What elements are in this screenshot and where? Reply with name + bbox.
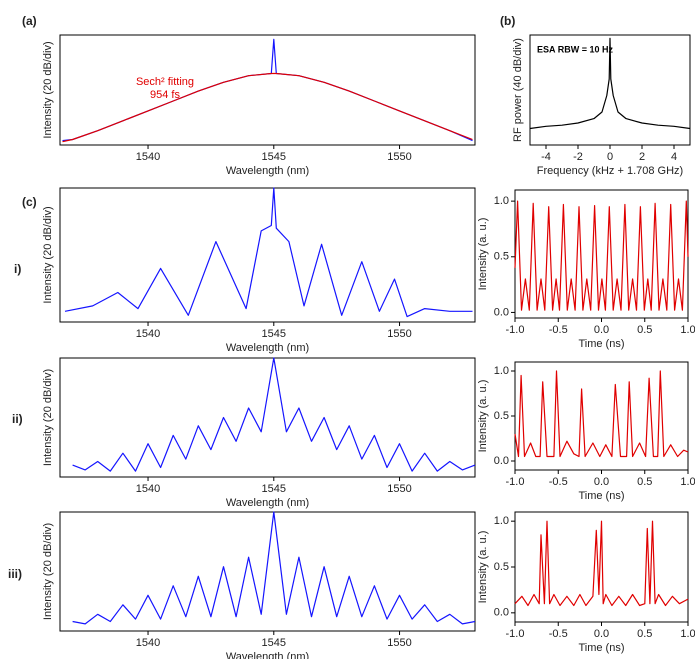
plot-frame [59,357,476,478]
x-tick-label: 1540 [136,637,160,649]
x-tick-label: -1.0 [506,628,525,640]
x-axis-label: Frequency (kHz + 1.708 GHz) [537,165,683,177]
x-tick-label: 1540 [136,483,160,495]
series-line [62,38,473,142]
x-tick-label: 1545 [262,637,286,649]
series-line [514,520,689,607]
series-line [64,187,473,318]
y-tick-label: 0.5 [494,561,509,573]
y-tick-label: 0.0 [494,455,509,467]
y-axis-label: Intensity (20 dB/div) [42,369,54,466]
x-tick-label: -0.5 [549,476,568,488]
x-axis-label: Wavelength (nm) [226,342,309,354]
x-tick-label: 1.0 [680,628,695,640]
x-tick-label: 1540 [136,328,160,340]
x-tick-label: 1545 [262,483,286,495]
x-tick-label: -0.5 [549,324,568,336]
x-tick-label: 1.0 [680,324,695,336]
x-axis-label: Time (ns) [578,490,624,502]
x-tick-label: 0.5 [637,628,652,640]
x-tick-label: 2 [639,151,645,163]
x-tick-label: 1.0 [680,476,695,488]
x-tick-label: 0.0 [594,628,609,640]
y-tick-label: 1.0 [494,365,509,377]
x-tick-label: 4 [671,151,677,163]
y-axis-label: Intensity (20 dB/div) [42,523,54,620]
x-tick-label: 0.5 [637,324,652,336]
y-axis-label: Intensity (20 dB/div) [42,41,54,138]
x-axis-label: Time (ns) [578,338,624,350]
x-tick-label: -0.5 [549,628,568,640]
x-tick-label: 1545 [262,328,286,340]
panel-label: (c) [22,195,37,209]
x-axis-label: Wavelength (nm) [226,497,309,509]
x-tick-label: -1.0 [506,324,525,336]
row-label: iii) [8,567,22,581]
panel-label: (a) [22,14,37,28]
y-axis-label: Intensity (20 dB/div) [42,206,54,303]
y-tick-label: 0.0 [494,306,509,318]
y-tick-label: 1.0 [494,515,509,527]
x-tick-label: -4 [541,151,551,163]
y-axis-label: RF power (40 dB/div) [512,38,524,142]
series-line [62,72,473,143]
series-line [514,370,689,458]
x-tick-label: 0 [607,151,613,163]
series-line [72,511,476,625]
y-axis-label: Intensity (a. u.) [477,380,489,453]
x-tick-label: -2 [573,151,583,163]
plot-frame [59,511,476,632]
x-tick-label: 0.5 [637,476,652,488]
x-tick-label: 1545 [262,151,286,163]
y-tick-label: 0.0 [494,607,509,619]
annotation: ESA RBW = 10 Hz [537,44,613,54]
y-tick-label: 0.5 [494,410,509,422]
plot-frame [59,34,476,146]
x-tick-label: 1550 [387,483,411,495]
series-line [514,200,689,311]
x-tick-label: -1.0 [506,476,525,488]
x-axis-label: Time (ns) [578,642,624,654]
y-axis-label: Intensity (a. u.) [477,218,489,291]
plot-frame [514,189,689,319]
annotation: Sech² fitting [136,76,194,88]
plot-frame [59,187,476,323]
x-tick-label: 0.0 [594,476,609,488]
y-tick-label: 0.5 [494,251,509,263]
x-tick-label: 0.0 [594,324,609,336]
x-axis-label: Wavelength (nm) [226,165,309,177]
x-axis-label: Wavelength (nm) [226,651,309,659]
row-label: ii) [12,412,23,426]
y-axis-label: Intensity (a. u.) [477,531,489,604]
x-tick-label: 1540 [136,151,160,163]
y-tick-label: 1.0 [494,195,509,207]
x-tick-label: 1550 [387,637,411,649]
series-line [72,357,476,472]
annotation: 954 fs [150,89,180,101]
row-label: i) [14,262,21,276]
panel-label: (b) [500,14,515,28]
x-tick-label: 1550 [387,151,411,163]
x-tick-label: 1550 [387,328,411,340]
series-line [529,37,691,130]
